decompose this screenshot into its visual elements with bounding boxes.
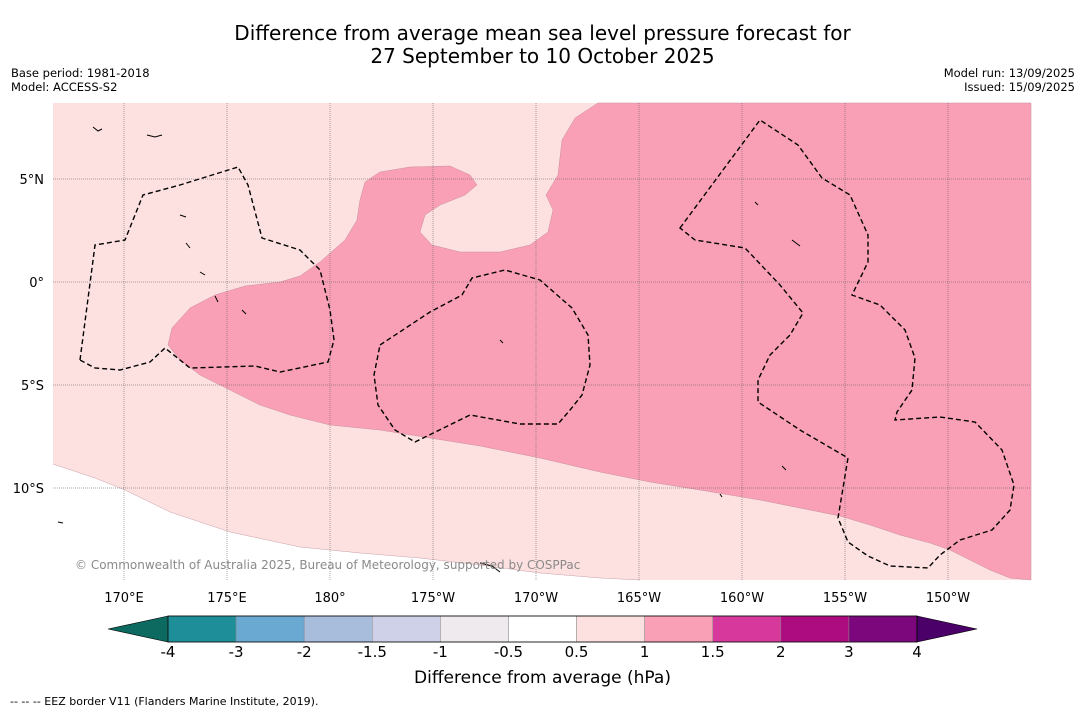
eez-tokelau xyxy=(373,269,591,443)
lon-label-170e: 170°E xyxy=(104,591,144,606)
eez-line-islands xyxy=(679,119,1015,569)
colorbar-frame xyxy=(167,615,918,643)
colorbar-tick-label: 1.5 xyxy=(700,643,725,661)
colorbar-segment xyxy=(780,615,850,643)
meta-right: Model run: 13/09/2025 Issued: 15/09/2025 xyxy=(944,66,1075,94)
colorbar-label: Difference from average (hPa) xyxy=(414,668,671,688)
colorbar-segment xyxy=(848,615,918,643)
colorbar-tick-label: 0.5 xyxy=(564,643,589,661)
island-speck xyxy=(499,339,504,344)
lat-label-10s: 10°S xyxy=(13,482,44,497)
island-speck xyxy=(719,493,723,498)
colorbar xyxy=(107,615,978,643)
island-speck xyxy=(754,201,759,206)
field-band-white xyxy=(53,464,640,580)
colorbar-segment xyxy=(576,615,645,643)
colorbar-segment xyxy=(508,615,577,643)
lon-label-180: 180° xyxy=(314,591,345,606)
colorbar-tick-label: -0.5 xyxy=(493,643,524,661)
lon-label-170w: 170°W xyxy=(514,591,558,606)
colorbar-tick-label: 3 xyxy=(844,643,854,661)
lon-label-160w: 160°W xyxy=(720,591,764,606)
colorbar-segment xyxy=(440,615,509,643)
eez-legend-note: -- -- -- EEZ border V11 (Flanders Marine… xyxy=(10,695,319,708)
issued-date: Issued: 15/09/2025 xyxy=(964,80,1075,94)
lat-axis: 5°N 0° 5°S 10°S xyxy=(13,173,44,497)
title-line-2: 27 September to 10 October 2025 xyxy=(370,44,715,68)
lat-label-5s: 5°S xyxy=(21,379,44,394)
field-band-pink xyxy=(167,102,1032,581)
map-panel xyxy=(52,102,1032,581)
island-speck xyxy=(791,239,801,247)
lon-label-155w: 155°W xyxy=(823,591,867,606)
colorbar-segment xyxy=(167,615,237,643)
model-run: Model run: 13/09/2025 xyxy=(943,66,1075,80)
island-speck xyxy=(199,271,206,276)
colorbar-segment xyxy=(303,615,373,643)
island-speck xyxy=(479,562,501,573)
island-speck xyxy=(179,214,187,218)
colorbar-tick-label: -1 xyxy=(432,643,448,661)
colorbar-segment xyxy=(372,615,441,643)
colorbar-tick-label: -4 xyxy=(160,643,176,661)
colorbar-segment xyxy=(235,615,305,643)
eez-borders xyxy=(79,119,1015,569)
model-name: Model: ACCESS-S2 xyxy=(11,80,118,94)
lon-label-150w: 150°W xyxy=(926,591,970,606)
base-period: Base period: 1981-2018 xyxy=(11,66,150,80)
colorbar-tick-label: 2 xyxy=(776,643,786,661)
island-speck xyxy=(241,309,247,315)
island-speck xyxy=(146,134,163,138)
colorbar-tick-label: -2 xyxy=(296,643,312,661)
island-speck xyxy=(57,521,64,524)
colorbar-segment xyxy=(644,615,713,643)
lon-label-165w: 165°W xyxy=(617,591,661,606)
copyright-notice: © Commonwealth of Australia 2025, Bureau… xyxy=(75,558,581,572)
island-speck xyxy=(185,242,191,249)
colorbar-tick-label: -1.5 xyxy=(357,643,387,661)
lon-axis: 170°E 175°E 180° 175°W 170°W 165°W 160°W… xyxy=(104,591,970,606)
title-line-1: Difference from average mean sea level p… xyxy=(234,21,851,45)
eez-tuvalu-kiribati xyxy=(79,166,335,373)
island-speck xyxy=(781,465,787,471)
lat-label-0: 0° xyxy=(29,276,44,291)
island-speck xyxy=(214,295,219,303)
colorbar-tick-label: -3 xyxy=(228,643,244,661)
chart-title: Difference from average mean sea level p… xyxy=(0,22,1085,68)
graticule xyxy=(53,103,1031,580)
island-specks xyxy=(57,126,801,573)
colorbar-under-arrow xyxy=(107,615,169,643)
island-speck xyxy=(92,126,103,132)
lon-label-175w: 175°W xyxy=(411,591,455,606)
lon-label-175e: 175°E xyxy=(207,591,247,606)
meta-left: Base period: 1981-2018 Model: ACCESS-S2 xyxy=(11,66,150,94)
colorbar-tick-label: 4 xyxy=(912,643,922,661)
colorbar-tick-label: 1 xyxy=(639,643,650,661)
lat-label-5n: 5°N xyxy=(20,173,45,188)
colorbar-segment xyxy=(712,615,782,643)
colorbar-over-arrow xyxy=(916,615,978,643)
